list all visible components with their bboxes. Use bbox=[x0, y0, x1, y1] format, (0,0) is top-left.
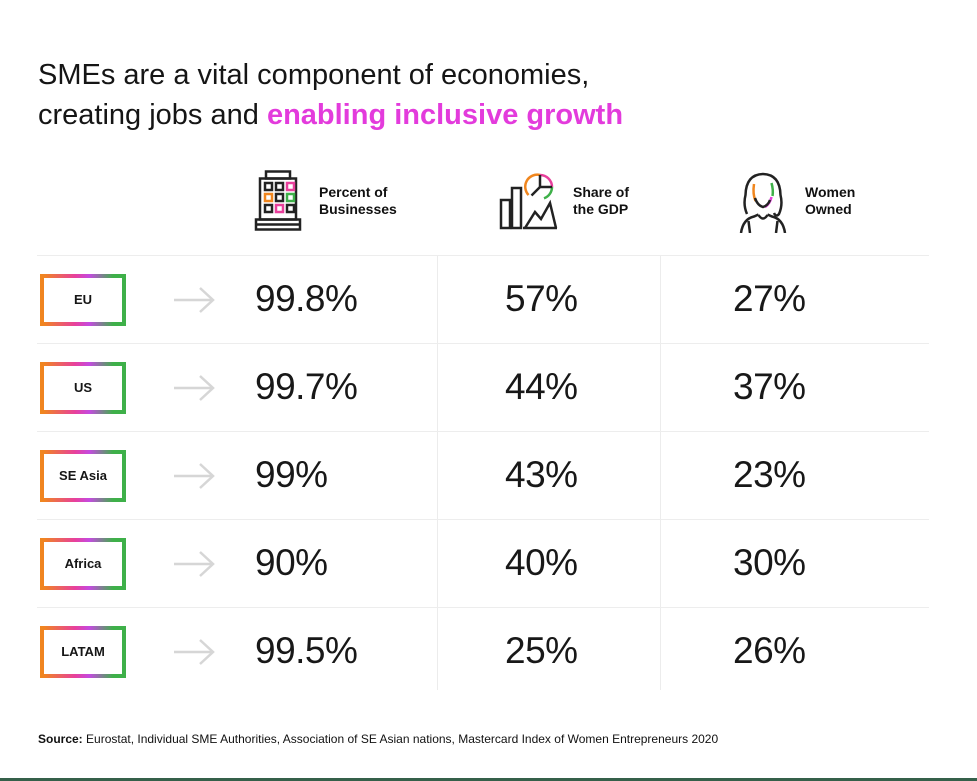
value-percent-of-businesses: 99% bbox=[255, 453, 328, 495]
value-share-of-gdp: 43% bbox=[505, 453, 578, 495]
source-text: Eurostat, Individual SME Authorities, As… bbox=[82, 732, 719, 746]
value-share-of-gdp: 25% bbox=[505, 629, 578, 671]
value-percent-of-businesses: 90% bbox=[255, 541, 328, 583]
data-table: EU 99.8% 57% 27% US 99.7% 44% 37% SE Asi… bbox=[37, 255, 929, 690]
region-label: Africa bbox=[64, 556, 102, 571]
right-arrow-icon bbox=[172, 636, 216, 668]
bar-pie-chart-icon bbox=[499, 172, 559, 230]
region-badge: Africa bbox=[40, 537, 126, 590]
region-badge: EU bbox=[40, 273, 126, 326]
column-header-percent-of-businesses: Percent of Businesses bbox=[251, 160, 397, 242]
right-arrow-icon bbox=[172, 372, 216, 404]
value-women-owned: 27% bbox=[733, 277, 806, 319]
right-arrow-icon bbox=[172, 460, 216, 492]
column-divider bbox=[437, 255, 438, 690]
value-women-owned: 37% bbox=[733, 365, 806, 407]
region-label: EU bbox=[73, 292, 93, 307]
table-row: LATAM 99.5% 25% 26% bbox=[37, 607, 929, 695]
value-percent-of-businesses: 99.7% bbox=[255, 365, 358, 407]
value-percent-of-businesses: 99.8% bbox=[255, 277, 358, 319]
region-badge: US bbox=[40, 361, 126, 414]
page-title: SMEs are a vital component of economies,… bbox=[38, 55, 623, 135]
right-arrow-icon bbox=[172, 548, 216, 580]
title-highlight: enabling inclusive growth bbox=[266, 99, 624, 132]
table-row: Africa 90% 40% 30% bbox=[37, 519, 929, 607]
value-share-of-gdp: 57% bbox=[505, 277, 578, 319]
region-label: US bbox=[73, 380, 93, 395]
value-women-owned: 30% bbox=[733, 541, 806, 583]
value-share-of-gdp: 44% bbox=[505, 365, 578, 407]
column-header-label: Women Owned bbox=[805, 184, 856, 217]
column-header-share-of-gdp: Share of the GDP bbox=[499, 160, 629, 242]
table-row: US 99.7% 44% 37% bbox=[37, 343, 929, 431]
title-line1: SMEs are a vital component of economies, bbox=[38, 59, 590, 92]
table-row: SE Asia 99% 43% 23% bbox=[37, 431, 929, 519]
region-label: SE Asia bbox=[59, 468, 107, 483]
title-line2-prefix: creating jobs and bbox=[38, 99, 267, 132]
value-women-owned: 23% bbox=[733, 453, 806, 495]
region-badge: LATAM bbox=[40, 625, 126, 678]
region-label: LATAM bbox=[61, 644, 105, 659]
right-arrow-icon bbox=[172, 284, 216, 316]
column-header-label: Percent of Businesses bbox=[319, 184, 397, 217]
table-row: EU 99.8% 57% 27% bbox=[37, 255, 929, 343]
bottom-accent-bar bbox=[0, 778, 977, 781]
value-women-owned: 26% bbox=[733, 629, 806, 671]
column-divider bbox=[660, 255, 661, 690]
region-badge: SE Asia bbox=[40, 449, 126, 502]
value-percent-of-businesses: 99.5% bbox=[255, 629, 358, 671]
building-icon bbox=[251, 169, 305, 233]
column-header-label: Share of the GDP bbox=[573, 184, 630, 217]
source-label: Source: bbox=[38, 732, 83, 746]
value-share-of-gdp: 40% bbox=[505, 541, 578, 583]
woman-icon bbox=[735, 169, 791, 233]
source-note: Source: Eurostat, Individual SME Authori… bbox=[38, 732, 718, 746]
column-header-women-owned: Women Owned bbox=[735, 160, 855, 242]
